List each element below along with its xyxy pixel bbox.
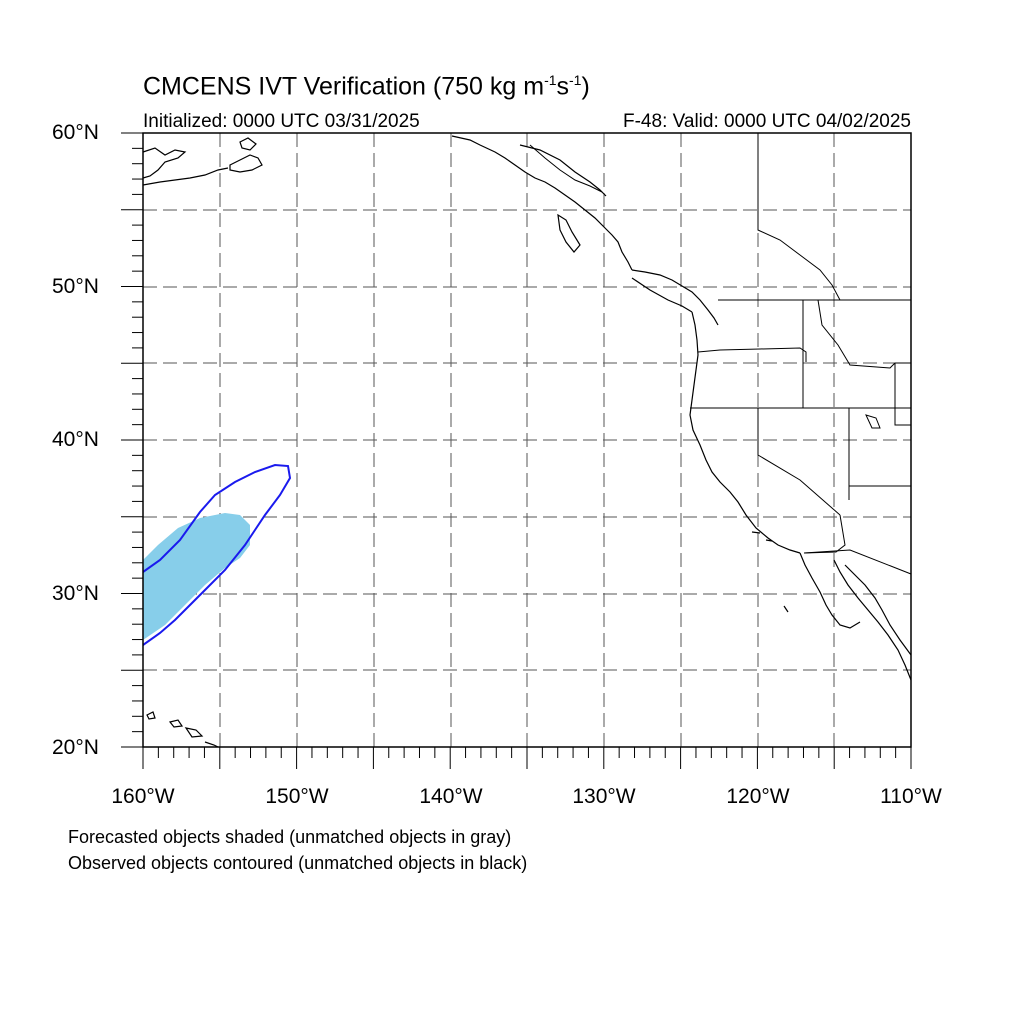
lon-label-150w: 150°W	[265, 785, 329, 808]
gridlines	[143, 133, 911, 747]
lon-label-160w: 160°W	[111, 785, 175, 808]
footer-note-observed: Observed objects contoured (unmatched ob…	[68, 853, 528, 873]
lat-label-60: 60°N	[52, 121, 99, 144]
lat-label-50: 50°N	[52, 275, 99, 298]
observed-ivt-contour	[142, 463, 292, 646]
lon-label-120w: 120°W	[726, 785, 790, 808]
map-title: CMCENS IVT Verification (750 kg m-1s-1)	[143, 72, 590, 101]
valid-time-label: F-48: Valid: 0000 UTC 04/02/2025	[623, 111, 911, 132]
coastlines	[142, 135, 912, 748]
lon-label-130w: 130°W	[572, 785, 636, 808]
forecast-ivt-object	[143, 513, 250, 640]
lon-label-140w: 140°W	[419, 785, 483, 808]
axis-ticks	[121, 132, 912, 769]
political-borders	[529, 133, 912, 575]
init-time-label: Initialized: 0000 UTC 03/31/2025	[143, 111, 420, 132]
lat-label-40: 40°N	[52, 428, 99, 451]
lat-label-20: 20°N	[52, 736, 99, 759]
lon-label-110w: 110°W	[880, 785, 942, 808]
lat-label-30: 30°N	[52, 582, 99, 605]
footer-note-forecast: Forecasted objects shaded (unmatched obj…	[68, 827, 512, 847]
